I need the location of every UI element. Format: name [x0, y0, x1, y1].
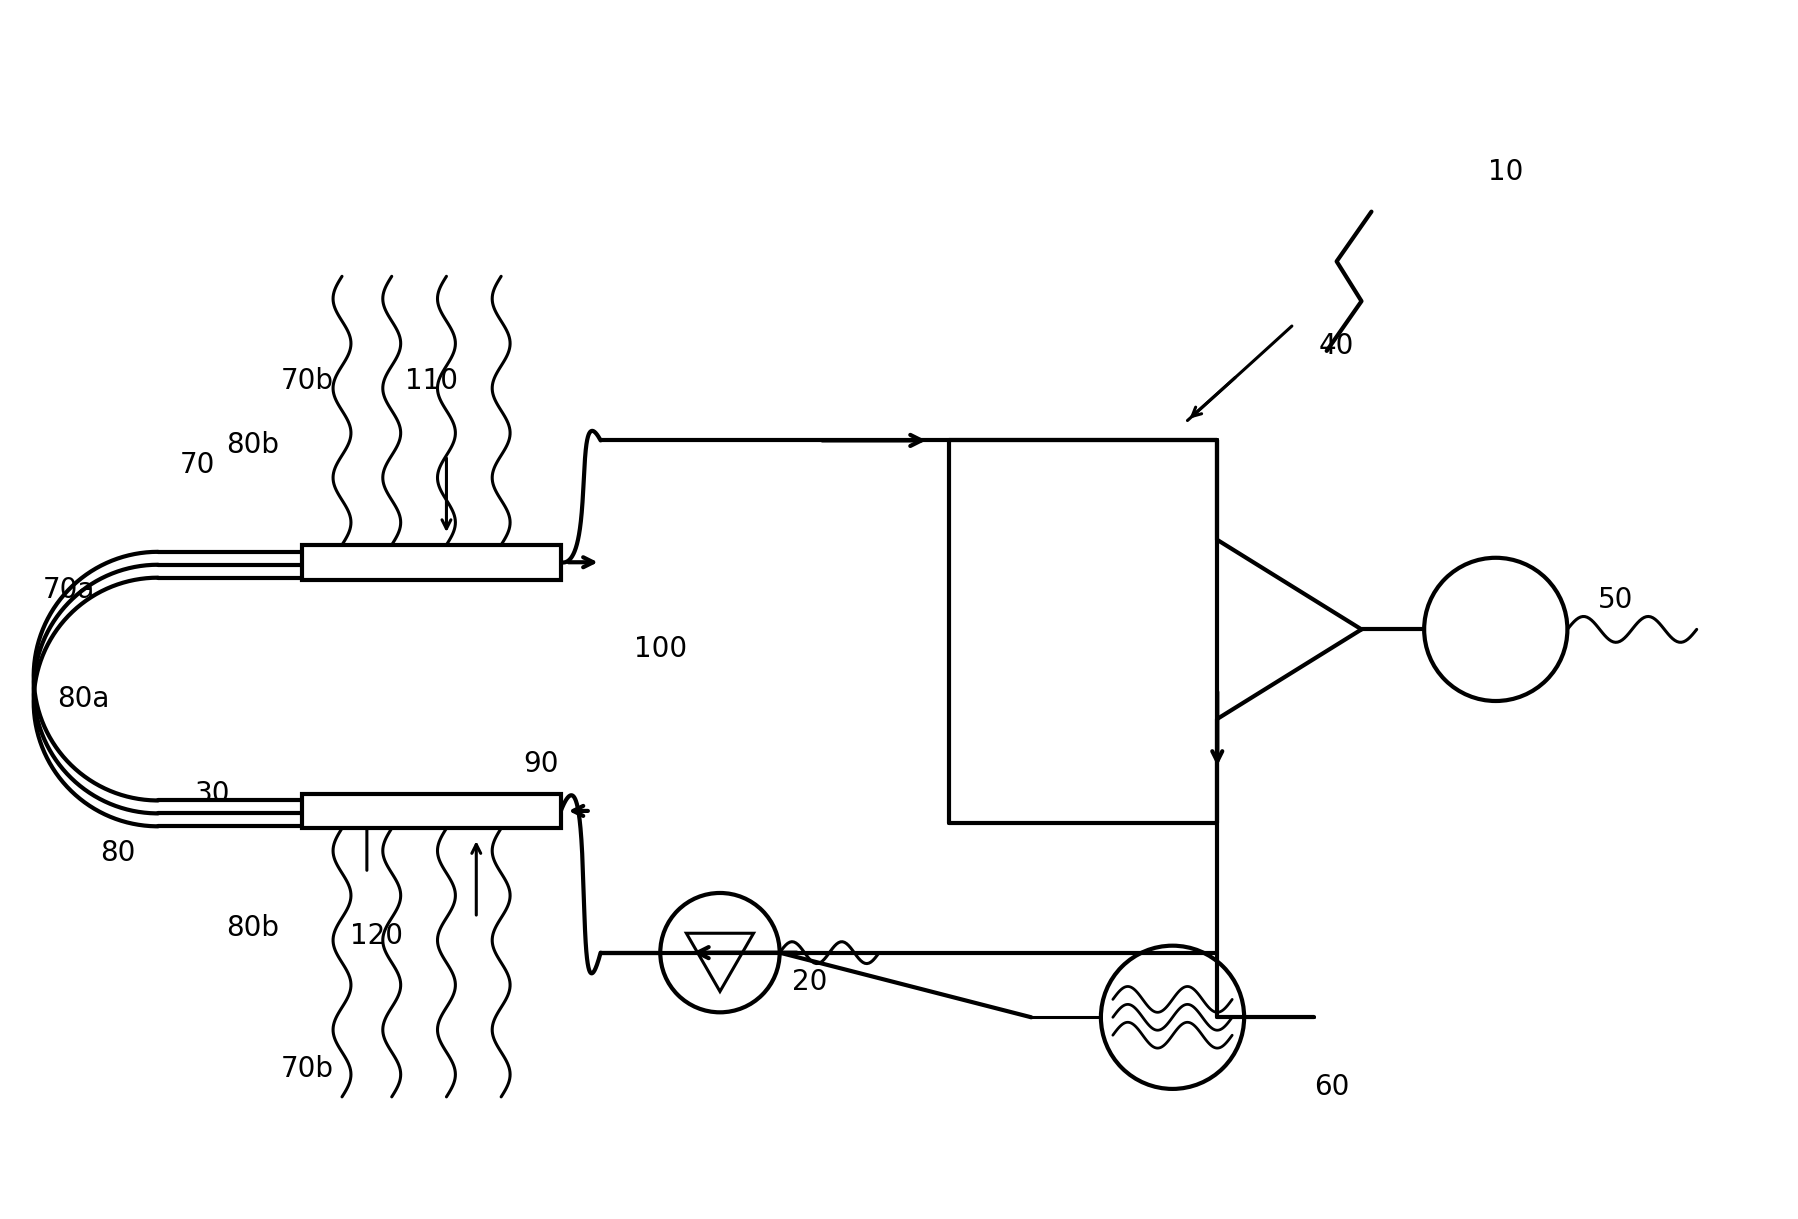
Text: 60: 60 [1314, 1073, 1348, 1101]
Text: 70b: 70b [280, 1054, 334, 1082]
Text: 110: 110 [405, 367, 458, 395]
Text: 80b: 80b [227, 432, 279, 460]
Text: 80b: 80b [227, 914, 279, 942]
Text: 40: 40 [1320, 332, 1354, 360]
Text: 70: 70 [180, 451, 216, 479]
Text: 10: 10 [1489, 158, 1523, 185]
Text: 70a: 70a [43, 575, 95, 603]
Text: 120: 120 [351, 922, 403, 950]
Text: 100: 100 [633, 635, 687, 663]
Text: 70b: 70b [280, 367, 334, 395]
Text: 90: 90 [523, 750, 559, 778]
Text: 50: 50 [1597, 585, 1633, 613]
Text: 30: 30 [194, 779, 230, 807]
Text: 80: 80 [101, 839, 137, 867]
Text: 80a: 80a [58, 685, 110, 713]
Bar [302, 794, 561, 829]
Text: 20: 20 [791, 968, 827, 996]
Bar [302, 545, 561, 580]
